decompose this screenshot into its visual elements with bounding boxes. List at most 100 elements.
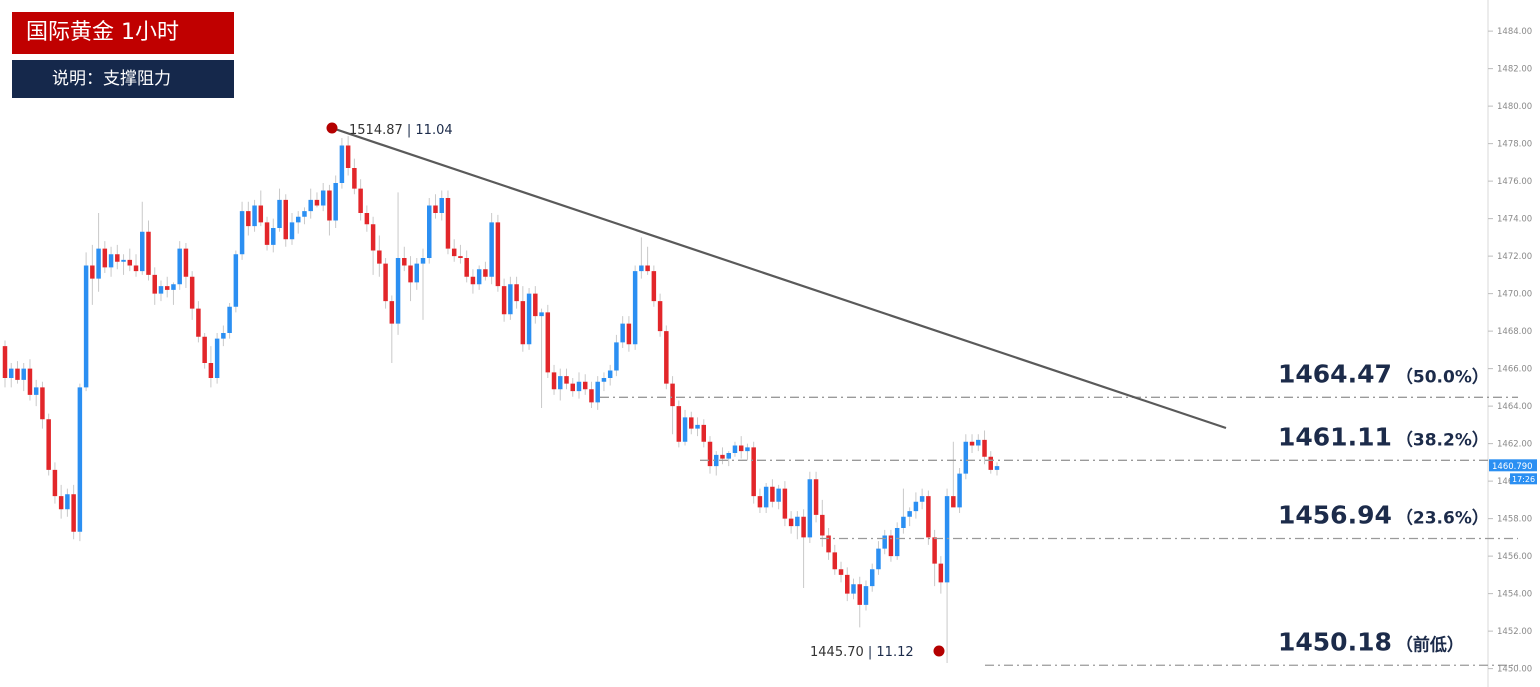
current-price-tag xyxy=(1489,459,1537,472)
candle-body xyxy=(607,370,613,378)
candle-body xyxy=(77,387,83,532)
candle-body xyxy=(108,254,114,268)
candle-body xyxy=(308,199,313,212)
candle-body xyxy=(795,516,800,527)
candle-body xyxy=(845,574,850,594)
candle-body xyxy=(664,331,669,384)
candle-body xyxy=(776,488,781,502)
candle-body xyxy=(140,231,145,272)
axis-tick-label: 1458.00 xyxy=(1497,515,1532,525)
candle-body xyxy=(788,518,794,527)
candle-body xyxy=(944,496,950,583)
axis-tick-label: 1478.00 xyxy=(1497,140,1532,150)
candle-body xyxy=(152,274,157,294)
candle-body xyxy=(339,145,345,183)
candle-body xyxy=(352,168,357,189)
candle-body xyxy=(595,381,600,403)
candle-body xyxy=(913,501,919,512)
candle-body xyxy=(713,454,719,467)
candle-body xyxy=(888,535,894,557)
candle-body xyxy=(158,286,164,294)
candle-body xyxy=(271,228,276,245)
candle-body xyxy=(957,473,962,508)
candle-body xyxy=(202,336,207,363)
candle-body xyxy=(58,496,64,510)
candle-body xyxy=(695,424,700,429)
candle-body xyxy=(632,271,638,345)
candle-body xyxy=(208,363,214,378)
candle-body xyxy=(133,265,139,272)
candle-body xyxy=(707,441,713,467)
candle-body xyxy=(614,342,619,371)
candle-body xyxy=(582,381,588,390)
candle-body xyxy=(221,333,226,339)
candle-body xyxy=(395,258,401,324)
candle-body xyxy=(420,258,426,264)
candle-body xyxy=(932,537,937,564)
swing-low-marker xyxy=(933,645,945,657)
candle-body xyxy=(389,301,395,324)
candle-body xyxy=(876,548,881,570)
swing-low-label: 1445.70 | 11.12 xyxy=(810,645,914,660)
candle-body xyxy=(239,211,245,255)
candle-body xyxy=(71,494,76,532)
candle-body xyxy=(433,205,438,213)
candle-body xyxy=(639,265,644,272)
candle-body xyxy=(445,198,451,249)
current-price-text: 1460.790 xyxy=(1492,462,1533,472)
candle-body xyxy=(383,263,388,302)
candle-body xyxy=(501,286,507,315)
chart-title: 国际黄金 1小时 xyxy=(12,12,234,54)
candle-body xyxy=(470,276,476,285)
candle-body xyxy=(189,276,195,309)
candle-body xyxy=(233,254,239,307)
candle-body xyxy=(676,406,682,442)
candle-body xyxy=(439,198,444,213)
candle-body xyxy=(751,447,756,497)
candle-body xyxy=(483,269,488,277)
candle-body xyxy=(302,211,307,217)
candle-body xyxy=(539,312,544,317)
candle-body xyxy=(295,216,301,223)
candle-body xyxy=(327,190,332,221)
candle-body xyxy=(951,496,956,508)
candle-body xyxy=(533,293,538,317)
candle-body xyxy=(938,563,944,583)
axis-tick-label: 1476.00 xyxy=(1497,177,1532,187)
candle-body xyxy=(121,259,126,262)
swing-high-marker xyxy=(326,122,338,134)
candle-body xyxy=(826,535,831,553)
current-time-tag xyxy=(1510,473,1537,485)
candle-body xyxy=(183,248,189,277)
candle-body xyxy=(246,211,251,227)
level-label: 1456.94 （23.6%） xyxy=(1278,501,1489,530)
axis-tick-label: 1462.00 xyxy=(1497,440,1532,450)
candle-body xyxy=(907,511,912,517)
candle-body xyxy=(620,323,625,343)
candle-body xyxy=(863,586,869,605)
axis-tick-label: 1470.00 xyxy=(1497,290,1532,300)
candle-body xyxy=(813,479,819,515)
candle-body xyxy=(520,301,526,345)
candle-body xyxy=(495,222,501,287)
candle-body xyxy=(514,284,519,302)
candle-body xyxy=(545,312,551,373)
trendline xyxy=(331,126,1227,430)
candle-body xyxy=(564,376,569,384)
candle-body xyxy=(408,265,413,283)
candle-body xyxy=(83,265,89,388)
candle-body xyxy=(227,306,232,333)
candle-body xyxy=(345,145,351,168)
candle-body xyxy=(926,496,931,538)
chart-subtitle: 说明：支撑阻力 xyxy=(12,60,234,98)
candle-body xyxy=(994,466,1000,470)
candle-body xyxy=(171,284,176,290)
candle-body xyxy=(982,439,987,457)
candle-body xyxy=(196,308,201,337)
candle-body xyxy=(807,479,813,538)
candle-body xyxy=(46,419,51,470)
candle-body xyxy=(726,453,731,459)
candle-body xyxy=(976,439,981,446)
candle-body xyxy=(146,231,151,275)
